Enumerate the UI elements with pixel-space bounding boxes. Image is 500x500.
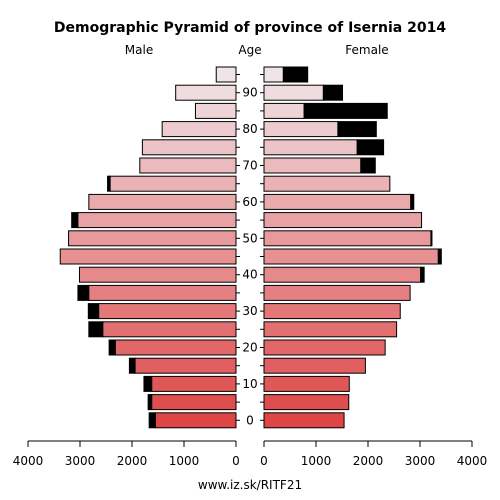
- female-excess-bar-90-94: [322, 84, 344, 101]
- male-excess-bar-30-34: [87, 303, 100, 320]
- male-bar-10-14: [151, 375, 237, 392]
- female-bar-5-9: [263, 394, 350, 411]
- female-x-tick-label-4000: 4000: [457, 454, 488, 468]
- male-bar-75-79: [141, 139, 237, 156]
- male-bar-55-59: [77, 212, 237, 229]
- female-excess-bar-75-79: [356, 139, 385, 156]
- male-bar-95+: [215, 66, 237, 83]
- female-x-tick-label-1000: 1000: [301, 454, 332, 468]
- female-excess-bar-85-89: [303, 102, 388, 119]
- male-bar-65-69: [109, 175, 237, 192]
- male-bar-35-39: [88, 284, 237, 301]
- female-label: Female: [345, 43, 388, 57]
- male-excess-bar-5-9: [147, 394, 153, 411]
- female-bar-15-19: [263, 357, 366, 374]
- female-excess-bar-70-74: [360, 157, 376, 174]
- male-bar-45-49: [59, 248, 237, 265]
- female-bar-20-24: [263, 339, 386, 356]
- male-bar-90-94: [175, 84, 237, 101]
- male-bar-30-34: [98, 303, 237, 320]
- female-x-tick-label-0: 0: [260, 454, 268, 468]
- female-bar-85-89: [263, 102, 305, 119]
- age-tick-label-20: 20: [242, 341, 257, 355]
- female-x-tick-label-3000: 3000: [405, 454, 436, 468]
- male-x-tick-label-0: 0: [232, 454, 240, 468]
- male-x-tick-label-1000: 1000: [169, 454, 200, 468]
- age-tick-label-90: 90: [242, 86, 257, 100]
- male-bar-60-64: [88, 193, 237, 210]
- female-bar-10-14: [263, 375, 350, 392]
- age-label: Age: [238, 43, 261, 57]
- age-tick-label-60: 60: [242, 195, 257, 209]
- male-excess-bar-0-4: [148, 412, 156, 429]
- male-bar-25-29: [102, 321, 237, 338]
- age-tick-label-30: 30: [242, 304, 257, 318]
- male-x-tick-label-3000: 3000: [65, 454, 96, 468]
- age-tick-label-70: 70: [242, 159, 257, 173]
- female-bar-95+: [263, 66, 284, 83]
- age-tick-label-80: 80: [242, 122, 257, 136]
- male-excess-bar-20-24: [108, 339, 116, 356]
- male-bar-0-4: [154, 412, 237, 429]
- female-bar-35-39: [263, 284, 411, 301]
- female-bar-55-59: [263, 212, 423, 229]
- male-x-tick-label-2000: 2000: [117, 454, 148, 468]
- age-tick-label-0: 0: [246, 413, 254, 427]
- male-bar-40-44: [78, 266, 237, 283]
- female-bar-80-84: [263, 121, 339, 138]
- female-bar-65-69: [263, 175, 391, 192]
- female-bar-30-34: [263, 303, 401, 320]
- male-bar-5-9: [151, 394, 237, 411]
- female-bar-70-74: [263, 157, 362, 174]
- chart-title: Demographic Pyramid of province of Isern…: [54, 20, 446, 36]
- female-bar-75-79: [263, 139, 358, 156]
- male-excess-bar-15-19: [128, 357, 136, 374]
- female-bar-60-64: [263, 193, 412, 210]
- female-excess-bar-80-84: [337, 121, 377, 138]
- male-bar-70-74: [139, 157, 237, 174]
- age-tick-label-50: 50: [242, 231, 257, 245]
- female-bar-45-49: [263, 248, 439, 265]
- age-tick-label-10: 10: [242, 377, 257, 391]
- male-bar-50-54: [68, 230, 237, 247]
- male-excess-bar-10-14: [143, 375, 153, 392]
- female-excess-bar-95+: [282, 66, 309, 83]
- male-excess-bar-35-39: [77, 284, 90, 301]
- male-x-tick-label-4000: 4000: [13, 454, 44, 468]
- male-label: Male: [125, 43, 153, 57]
- male-excess-bar-25-29: [88, 321, 104, 338]
- male-bar-85-89: [194, 102, 237, 119]
- female-excess-bar-40-44: [420, 266, 425, 283]
- female-bar-25-29: [263, 321, 398, 338]
- male-bar-15-19: [134, 357, 237, 374]
- source-label: www.iz.sk/RITF21: [198, 478, 302, 492]
- age-tick-label-40: 40: [242, 268, 257, 282]
- female-bar-0-4: [263, 412, 345, 429]
- male-bar-20-24: [114, 339, 237, 356]
- female-bar-90-94: [263, 84, 324, 101]
- female-bar-40-44: [263, 266, 422, 283]
- male-bar-80-84: [161, 121, 237, 138]
- female-bar-50-54: [263, 230, 432, 247]
- axes-group: 4000 0 3000 1000 2000 2000 1000 3000 0 4000 0 10 20 3…: [13, 74, 488, 468]
- female-x-tick-label-2000: 2000: [353, 454, 384, 468]
- male-excess-bar-55-59: [71, 212, 79, 229]
